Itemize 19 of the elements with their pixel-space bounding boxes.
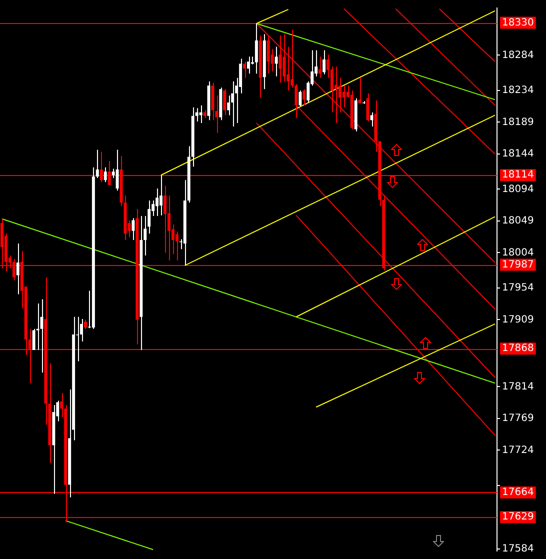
ref-line-label: 18114 — [502, 170, 534, 181]
ref-line-label: 17629 — [502, 512, 534, 523]
ref-line-label: 17868 — [502, 343, 534, 354]
y-tick-label: 18234 — [502, 85, 534, 96]
y-tick-label: 17584 — [502, 543, 534, 554]
ref-line-label: 18330 — [502, 17, 534, 28]
y-tick-label: 18284 — [502, 50, 534, 61]
y-tick-label: 17814 — [502, 381, 534, 392]
y-tick-label: 18094 — [502, 184, 534, 195]
y-tick-label: 18049 — [502, 216, 534, 227]
y-tick-label: 17909 — [502, 314, 534, 326]
y-tick-label: 18189 — [502, 116, 534, 128]
y-tick-label: 17954 — [502, 282, 534, 294]
y-tick-label: 18144 — [502, 148, 534, 160]
y-tick-label: 17769 — [502, 413, 534, 424]
ref-line-label: 17987 — [502, 259, 534, 270]
y-tick-label: 18004 — [502, 247, 534, 258]
y-tick-label: 17724 — [502, 444, 534, 456]
ref-line-label: 17664 — [502, 487, 534, 498]
